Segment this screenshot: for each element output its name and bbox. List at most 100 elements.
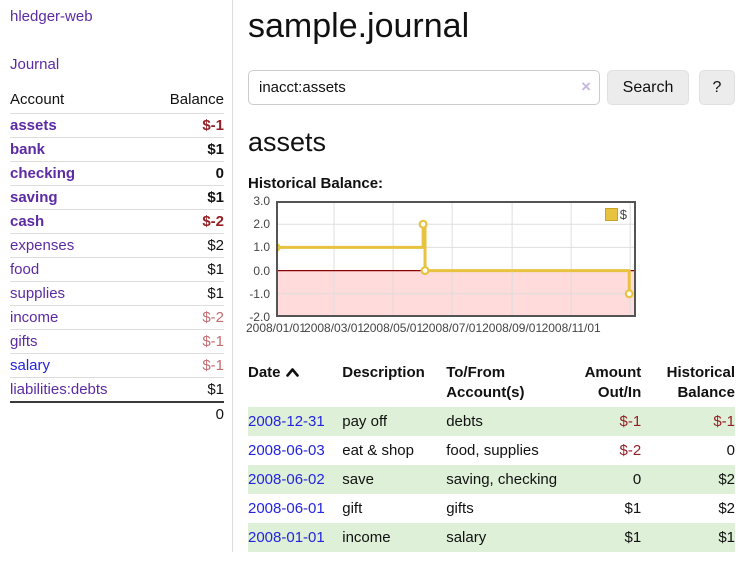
account-balance: $1 <box>207 141 224 158</box>
transaction-description: gift <box>342 500 363 517</box>
account-balance: $-1 <box>202 117 224 134</box>
account-balance: $-1 <box>202 333 224 350</box>
transaction-accounts: saving, checking <box>446 471 558 488</box>
account-heading: assets <box>248 127 327 157</box>
chart-y-tick-label: -2.0 <box>249 310 270 324</box>
account-link-checking[interactable]: checking <box>10 165 76 182</box>
account-row: gifts $-1 <box>10 329 224 354</box>
register-header-tofrom: To/From Account(s) <box>446 364 525 401</box>
chart-x-tick-label: 2008/03/01 <box>304 321 365 335</box>
clear-search-icon[interactable]: × <box>581 77 591 96</box>
transaction-row: 2008-12-31 pay off debts $-1 $-1 <box>248 407 735 436</box>
account-link-gifts[interactable]: gifts <box>10 333 38 350</box>
chart-y-tick-label: -1.0 <box>249 286 270 301</box>
transaction-accounts: debts <box>446 413 483 430</box>
register-header-amount: Amount Out/In <box>584 364 642 401</box>
account-row: liabilities:debts $1 <box>10 377 224 403</box>
register-header-balance: Historical Balance <box>666 364 735 401</box>
account-link-expenses[interactable]: expenses <box>10 237 75 254</box>
transaction-date-link[interactable]: 2008-06-02 <box>248 471 325 488</box>
transaction-amount: 0 <box>632 471 642 488</box>
account-balance: $1 <box>207 381 224 398</box>
account-link-food[interactable]: food <box>10 261 40 278</box>
account-row: cash $-2 <box>10 209 224 234</box>
register-header-row: Date Description To/From Account(s) Amou… <box>248 359 735 407</box>
account-balance: $-2 <box>202 309 224 326</box>
chart-legend: $ <box>602 206 629 223</box>
chart-y-tick-label: 0.0 <box>253 263 270 278</box>
transaction-row: 2008-01-01 income salary $1 $1 <box>248 523 735 552</box>
account-link-liabilities-debts[interactable]: liabilities:debts <box>10 381 108 398</box>
accounts-table: Account Balance assets $-1 bank $1 check… <box>10 88 224 426</box>
chart-y-tick-label: 3.0 <box>253 194 270 208</box>
account-link-saving[interactable]: saving <box>10 189 58 206</box>
account-link-cash[interactable]: cash <box>10 213 45 230</box>
transaction-balance: 0 <box>726 442 735 459</box>
transaction-amount: $1 <box>624 529 642 546</box>
transaction-date-link[interactable]: 2008-12-31 <box>248 413 325 430</box>
transaction-amount: $-2 <box>619 442 642 459</box>
account-balance: 0 <box>215 165 224 182</box>
accounts-header-row: Account Balance <box>10 88 224 114</box>
account-link-income[interactable]: income <box>10 309 59 326</box>
account-row: supplies $1 <box>10 281 224 306</box>
account-link-bank[interactable]: bank <box>10 141 46 158</box>
account-balance: $2 <box>207 237 224 254</box>
transaction-balance: $1 <box>718 529 735 546</box>
chart-y-tick-label: 2.0 <box>253 217 270 232</box>
transaction-amount: $1 <box>624 500 642 517</box>
account-row: income $-2 <box>10 305 224 330</box>
sidebar: hledger-web Journal Account Balance asse… <box>0 0 233 552</box>
transaction-accounts: gifts <box>446 500 474 517</box>
transaction-balance: $2 <box>718 500 735 517</box>
transaction-description: eat & shop <box>342 442 414 459</box>
page: hledger-web Journal Account Balance asse… <box>0 0 735 552</box>
legend-label: $ <box>619 207 627 222</box>
chart-x-tick-label: 2008/05/01 <box>363 321 424 335</box>
account-link-salary[interactable]: salary <box>10 357 51 374</box>
sidebar-item-journal[interactable]: Journal <box>10 56 60 73</box>
brand-link[interactable]: hledger-web <box>10 8 93 25</box>
account-row: food $1 <box>10 257 224 282</box>
register-header-description: Description <box>342 364 425 381</box>
search-bar: × Search ? <box>248 70 735 105</box>
accounts-header-account: Account <box>10 91 65 108</box>
account-link-supplies[interactable]: supplies <box>10 285 66 302</box>
account-row: salary $-1 <box>10 353 224 378</box>
register-table: Date Description To/From Account(s) Amou… <box>248 359 735 552</box>
transaction-row: 2008-06-02 save saving, checking 0 $2 <box>248 465 735 494</box>
historical-balance-chart: 3.0 2.0 1.0 0.0 -1.0 -2.0 2008/01/01 2008/03/01… <box>245 194 735 341</box>
account-balance: $-2 <box>202 213 224 230</box>
account-balance: $1 <box>207 285 224 302</box>
transaction-description: income <box>342 529 391 546</box>
search-input[interactable] <box>248 70 600 105</box>
transaction-date-link[interactable]: 2008-06-03 <box>248 442 325 459</box>
transaction-balance: $-1 <box>713 413 735 430</box>
chart-x-tick-label: 2008/09/01 <box>482 321 543 335</box>
account-row: expenses $2 <box>10 233 224 258</box>
transaction-balance: $2 <box>718 471 735 488</box>
page-title: sample.journal <box>248 7 470 45</box>
accounts-header-balance: Balance <box>169 91 224 108</box>
transaction-date-link[interactable]: 2008-01-01 <box>248 529 325 546</box>
account-balance: $-1 <box>202 357 224 374</box>
transaction-date-link[interactable]: 2008-06-01 <box>248 500 325 517</box>
search-button[interactable]: Search <box>607 70 689 105</box>
transaction-accounts: food, supplies <box>446 442 539 459</box>
register-header-date[interactable]: Date <box>248 359 342 407</box>
account-balance: $1 <box>207 189 224 206</box>
help-button[interactable]: ? <box>699 70 735 105</box>
search-input-wrap: × <box>248 70 600 105</box>
chart-x-tick-label: 2008/07/01 <box>422 321 483 335</box>
chart-label: Historical Balance: <box>248 175 384 192</box>
account-row: saving $1 <box>10 185 224 210</box>
chart-x-tick-label: 2008/01/01 <box>245 321 307 335</box>
account-row: checking 0 <box>10 161 224 186</box>
accounts-total-row: 0 <box>10 402 224 426</box>
chart-y-tick-label: 1.0 <box>253 240 270 255</box>
account-row: assets $-1 <box>10 113 224 138</box>
account-row: bank $1 <box>10 137 224 162</box>
account-link-assets[interactable]: assets <box>10 117 57 134</box>
transaction-description: pay off <box>342 413 388 430</box>
transaction-row: 2008-06-01 gift gifts $1 $2 <box>248 494 735 523</box>
